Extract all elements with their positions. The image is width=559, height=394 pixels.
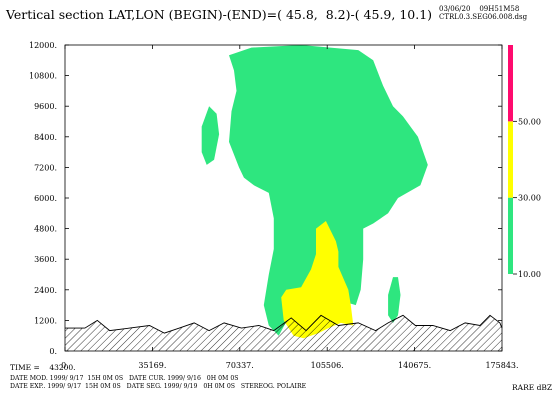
echo-region-2 [201,106,220,165]
x-tick-label: 105506. [311,361,344,370]
date-exp-line: DATE EXP.. 1999/ 9/17 15H 0M 0S DATE SEG… [10,383,307,390]
x-tick-label: 70337. [226,361,254,370]
field-name-label: RARE dBZ [512,383,553,392]
colorbar-band-2 [508,121,513,198]
y-tick-label: 6000. [34,194,57,203]
run-timestamp: 03/06/20 09H51M58 [439,5,520,13]
terrain-fill [65,315,502,351]
y-tick-label: 9600. [34,102,57,111]
date-mod-line: DATE MOD. 1999/ 9/17 15H 0M 0S DATE CUR.… [10,375,239,382]
y-tick-label: 4800. [34,225,57,234]
echo-region-3 [388,277,401,323]
chart-title: Vertical section LAT,LON (BEGIN)-(END)=(… [6,7,433,22]
y-tick-label: 7200. [34,163,57,172]
time-label: TIME = 43200. [10,363,76,372]
echo-region-1 [229,45,428,336]
x-tick-label: 140675. [398,361,431,370]
y-tick-label: 8400. [34,133,57,142]
y-tick-label: 10800. [29,72,57,81]
run-file-label: CTRL0.3.SEG06.008.dsg [439,13,528,21]
x-tick-label: 175843. [485,361,518,370]
x-tick-label: 35169. [138,361,166,370]
y-tick-label: 1200. [34,316,57,325]
colorbar-band-1 [508,197,513,274]
colorbar-label: 50.00 [518,117,541,126]
y-tick-label: 2400. [34,286,57,295]
y-tick-label: 12000. [29,41,57,50]
x-tick-label: 0. [61,361,69,370]
y-tick-label: 3600. [34,255,57,264]
colorbar-label: 30.00 [518,194,541,203]
terrain-outline [65,314,503,334]
echo-core-region [281,221,354,339]
colorbar-label: 10.00 [518,270,541,279]
y-tick-label: 0. [49,347,57,356]
colorbar-band-3 [508,45,513,122]
